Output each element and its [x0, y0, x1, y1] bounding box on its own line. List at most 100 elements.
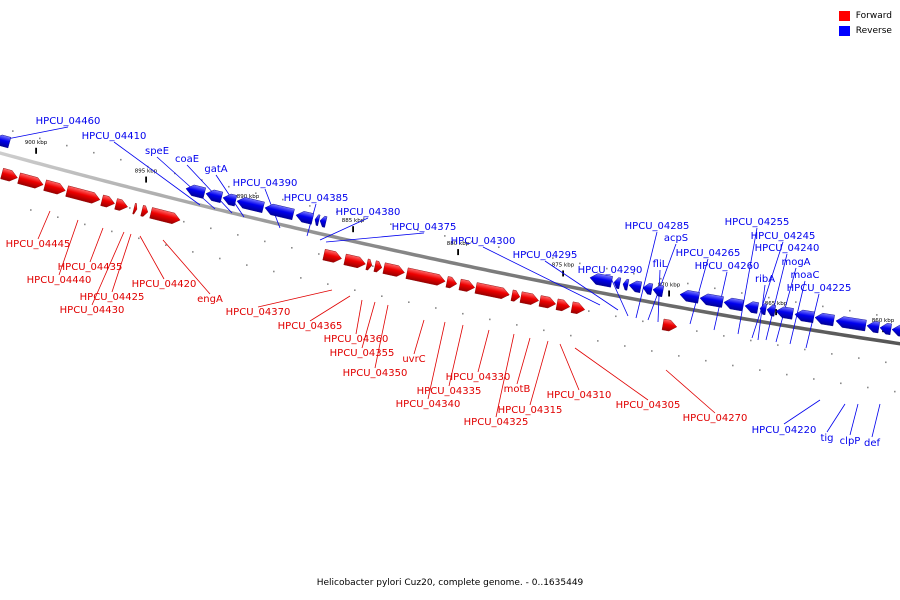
- forward-gene-label-hpcu-04430[interactable]: HPCU_04430: [60, 305, 125, 316]
- forward-gene-label-hpcu-04310[interactable]: HPCU_04310: [547, 390, 612, 401]
- forward-gene-arrow[interactable]: [458, 278, 476, 293]
- forward-gene-arrow[interactable]: [510, 289, 521, 302]
- forward-gene-arrow[interactable]: [570, 301, 586, 315]
- reverse-gene-arrow[interactable]: [589, 272, 613, 288]
- forward-gene-arrow[interactable]: [445, 276, 458, 289]
- reverse-gene-arrow[interactable]: [879, 322, 892, 336]
- reverse-gene-arrow[interactable]: [314, 214, 321, 226]
- forward-gene-label-hpcu-04445[interactable]: HPCU_04445: [6, 239, 71, 250]
- forward-gene-label-hpcu-04325[interactable]: HPCU_04325: [464, 417, 529, 428]
- reverse-gene-label-tig[interactable]: tig: [820, 433, 833, 444]
- reverse-gene-label-hpcu-04380[interactable]: HPCU_04380: [336, 207, 401, 218]
- reverse-gene-label-riba[interactable]: ribA: [755, 274, 775, 285]
- reverse-gene-label-def[interactable]: def: [864, 438, 881, 449]
- reverse-gene-arrow[interactable]: [613, 277, 622, 290]
- reverse-gene-label-hpcu-04375[interactable]: HPCU_04375: [392, 222, 457, 233]
- reverse-gene-arrow[interactable]: [628, 280, 643, 293]
- reverse-gene-label-hpcu-04385[interactable]: HPCU_04385: [284, 193, 349, 204]
- forward-gene-label-uvrc[interactable]: uvrC: [402, 354, 425, 365]
- reverse-gene-arrow[interactable]: [775, 306, 794, 320]
- reverse-gene-arrow[interactable]: [766, 304, 777, 317]
- forward-gene-arrow[interactable]: [114, 198, 129, 213]
- reverse-gene-label-gata[interactable]: gatA: [204, 164, 227, 175]
- forward-gene-label-hpcu-04335[interactable]: HPCU_04335: [417, 386, 482, 397]
- forward-gene-arrow[interactable]: [373, 260, 383, 273]
- forward-gene-label-enga[interactable]: engA: [197, 294, 223, 305]
- forward-gene-arrow[interactable]: [149, 207, 182, 225]
- reverse-gene-label-hpcu-04460[interactable]: HPCU_04460: [36, 116, 101, 127]
- reverse-gene-arrow[interactable]: [679, 289, 700, 304]
- reverse-gene-arrow[interactable]: [622, 278, 630, 291]
- reverse-gene-arrow[interactable]: [205, 188, 224, 203]
- forward-gene-arrow[interactable]: [661, 318, 678, 332]
- forward-gene-arrow[interactable]: [65, 185, 102, 205]
- reverse-gene-label-hpcu-04285[interactable]: HPCU_04285: [625, 221, 690, 232]
- reverse-gene-label-hpcu-04245[interactable]: HPCU_04245: [751, 231, 816, 242]
- reverse-gene-arrow[interactable]: [835, 315, 867, 332]
- reverse-gene-arrow[interactable]: [814, 312, 835, 327]
- reverse-gene-arrow[interactable]: [236, 196, 265, 213]
- reverse-gene-label-hpcu-04225[interactable]: HPCU_04225: [787, 283, 852, 294]
- forward-gene-label-hpcu-04270[interactable]: HPCU_04270: [683, 413, 748, 424]
- forward-gene-arrow[interactable]: [43, 179, 67, 196]
- forward-gene-label-hpcu-04370[interactable]: HPCU_04370: [226, 307, 291, 318]
- forward-gene-label-hpcu-04425[interactable]: HPCU_04425: [80, 292, 145, 303]
- reverse-gene-arrow[interactable]: [185, 183, 207, 199]
- reverse-gene-arrow[interactable]: [319, 215, 328, 228]
- reverse-gene-label-hpcu-04255[interactable]: HPCU_04255: [725, 217, 790, 228]
- reverse-gene-label-moga[interactable]: mogA: [781, 257, 810, 268]
- forward-gene-label-hpcu-04440[interactable]: HPCU_04440: [27, 275, 92, 286]
- reverse-gene-label-hpcu-04220[interactable]: HPCU_04220: [752, 425, 817, 436]
- forward-gene-label-hpcu-04435[interactable]: HPCU_04435: [58, 262, 123, 273]
- reverse-gene-arrow[interactable]: [222, 192, 238, 207]
- forward-gene-arrow[interactable]: [405, 267, 446, 287]
- forward-gene-label-hpcu-04365[interactable]: HPCU_04365: [278, 321, 343, 332]
- forward-gene-arrow[interactable]: [100, 194, 116, 209]
- forward-gene-arrow[interactable]: [132, 202, 139, 215]
- forward-gene-label-hpcu-04315[interactable]: HPCU_04315: [498, 405, 563, 416]
- forward-gene-arrow[interactable]: [0, 167, 19, 183]
- reverse-gene-label-hpcu-04410[interactable]: HPCU_04410: [82, 131, 147, 142]
- forward-gene-arrow[interactable]: [538, 295, 557, 310]
- reverse-gene-arrow[interactable]: [891, 324, 900, 337]
- reverse-gene-label-spee[interactable]: speE: [145, 146, 169, 157]
- forward-gene-label-hpcu-04330[interactable]: HPCU_04330: [446, 372, 511, 383]
- reverse-gene-label-hpcu-04240[interactable]: HPCU_04240: [755, 243, 820, 254]
- reverse-gene-arrow[interactable]: [744, 300, 759, 314]
- forward-gene-label-hpcu-04340[interactable]: HPCU_04340: [396, 399, 461, 410]
- forward-gene-arrow[interactable]: [322, 248, 343, 264]
- reverse-gene-label-hpcu-04295[interactable]: HPCU_04295: [513, 250, 578, 261]
- forward-gene-label-hpcu-04360[interactable]: HPCU_04360: [324, 334, 389, 345]
- forward-gene-label-hpcu-04420[interactable]: HPCU_04420: [132, 279, 197, 290]
- reverse-gene-arrow[interactable]: [759, 303, 768, 316]
- forward-gene-arrow[interactable]: [555, 298, 571, 312]
- reverse-gene-label-coae[interactable]: coaE: [175, 154, 199, 165]
- forward-gene-arrow[interactable]: [140, 205, 150, 217]
- reverse-gene-arrow[interactable]: [699, 293, 724, 308]
- reverse-gene-arrow[interactable]: [794, 309, 815, 324]
- reverse-gene-label-moac[interactable]: moaC: [791, 270, 820, 281]
- reverse-gene-arrow[interactable]: [652, 284, 665, 298]
- reverse-gene-label-hpcu-04265[interactable]: HPCU_04265: [676, 248, 741, 259]
- reverse-gene-label-acps[interactable]: acpS: [664, 233, 688, 244]
- forward-gene-arrow[interactable]: [343, 253, 367, 269]
- reverse-gene-label-hpcu-04260[interactable]: HPCU_04260: [695, 261, 760, 272]
- forward-gene-arrow[interactable]: [382, 262, 406, 278]
- reverse-gene-arrow[interactable]: [642, 282, 654, 295]
- reverse-gene-arrow[interactable]: [723, 297, 744, 312]
- reverse-gene-arrow[interactable]: [295, 210, 315, 225]
- forward-gene-arrow[interactable]: [17, 172, 45, 190]
- forward-gene-label-hpcu-04355[interactable]: HPCU_04355: [330, 348, 395, 359]
- reverse-gene-arrow[interactable]: [866, 320, 880, 334]
- reverse-gene-arrow[interactable]: [0, 133, 12, 149]
- reverse-gene-label-hpcu-04290[interactable]: HPCU_04290: [578, 265, 643, 276]
- forward-gene-arrow[interactable]: [365, 258, 373, 271]
- forward-gene-label-hpcu-04350[interactable]: HPCU_04350: [343, 368, 408, 379]
- forward-gene-label-hpcu-04305[interactable]: HPCU_04305: [616, 400, 681, 411]
- reverse-gene-label-clpp[interactable]: clpP: [840, 436, 861, 447]
- forward-gene-arrow[interactable]: [474, 282, 511, 301]
- reverse-gene-label-flil[interactable]: fliL: [653, 259, 668, 270]
- reverse-gene-label-hpcu-04300[interactable]: HPCU_04300: [451, 236, 516, 247]
- reverse-gene-label-hpcu-04390[interactable]: HPCU_04390: [233, 178, 298, 189]
- forward-gene-arrow[interactable]: [519, 291, 540, 306]
